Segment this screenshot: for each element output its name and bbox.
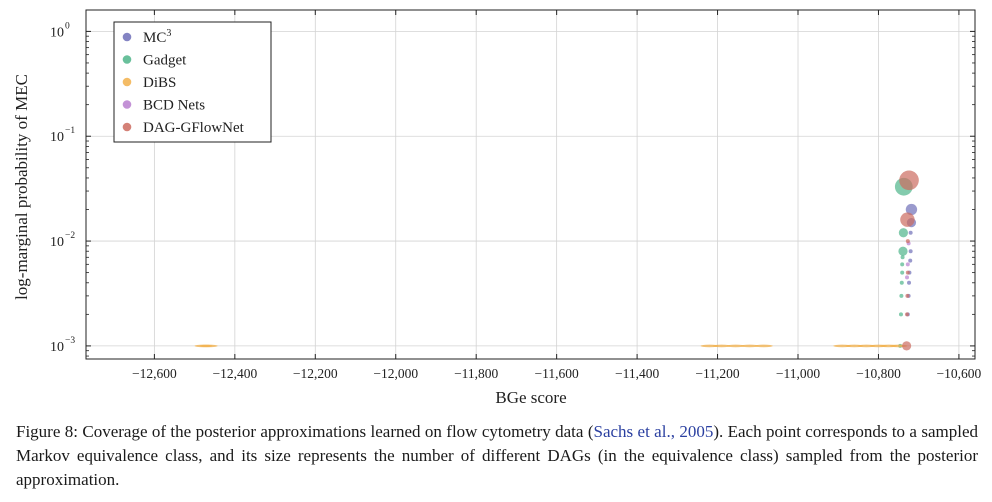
x-tick-label: −11,600 [535,366,579,381]
plot-frame [85,9,976,360]
legend-label-dibs: DiBS [143,75,176,91]
x-tick-label: −10,600 [937,366,982,381]
data-point-mc [907,280,912,285]
x-axis-label: BGe score [495,388,566,407]
data-point-dag-gflownet [905,270,910,275]
legend-marker-bcd-nets [122,100,132,109]
figure-chart: −12,600 −12,400 −12,200 −12,000 −11,800 −11,6… [12,9,982,407]
y-axis-label: log-marginal probability of MEC [12,74,31,300]
legend-label-gadget: Gadget [143,53,187,69]
x-tick-label: −11,400 [615,366,659,381]
caption-text-before: Figure 8: Coverage of the posterior appr… [16,422,594,441]
x-tick-label: −10,800 [856,366,901,381]
data-point-gadget [900,255,905,260]
data-point-dag-gflownet [902,341,912,351]
data-point-gadget [899,280,904,285]
data-point-gadget [899,293,904,298]
y-tick-exponent: −3 [65,336,75,346]
y-tick-exponent: −2 [65,231,75,241]
data-point-dag-gflownet [899,170,919,191]
scatter-points [194,170,919,351]
legend-label-superscript: 3 [166,28,171,39]
data-point-mc [905,203,918,216]
data-point-dag-gflownet [905,293,910,298]
y-tick-label: 10 [50,25,64,40]
legend-label-mc: MC3 [143,28,171,46]
grid-lines [86,10,975,359]
x-tick-label: −12,200 [293,366,338,381]
data-point-dibs [199,344,218,348]
data-point-bcd-nets [905,262,910,267]
y-tick-exponent: 0 [65,21,70,31]
data-point-gadget [900,262,905,267]
data-point-gadget [898,312,903,317]
data-point-dag-gflownet [905,312,910,317]
data-point-dibs [754,344,773,348]
legend-marker-gadget [122,55,132,64]
legend-label-dag-gflownet: DAG-GFlowNet [143,120,245,136]
caption-text-after: ). Each point corresponds to a sampled M… [16,422,978,489]
data-point-mc [908,230,913,235]
legend-marker-dag-gflownet [122,122,132,132]
data-point-dibs [726,344,745,348]
legend-label-bcd-nets: BCD Nets [143,98,205,114]
x-tick-label: −12,600 [132,366,177,381]
data-point-mc [908,258,913,263]
legend: MC3 Gadget DiBS BCD Nets DAG-GFlowNet [113,21,272,143]
x-tick-label: −11,000 [776,366,820,381]
y-tick-label: 10 [50,130,64,145]
data-point-dibs [712,344,731,348]
data-point-dibs [740,344,759,348]
legend-marker-mc [122,32,132,42]
x-tick-label: −12,400 [212,366,257,381]
data-point-dag-gflownet [900,212,915,227]
data-point-gadget [900,270,905,275]
axis-ticks: −12,600 −12,400 −12,200 −12,000 −11,800 −11,6… [50,10,982,381]
citation-link[interactable]: Sachs et al., 2005 [593,422,714,441]
data-point-gadget [898,228,908,238]
data-point-bcd-nets [905,275,910,280]
figure-caption: Figure 8: Coverage of the posterior appr… [16,420,978,492]
legend-box [113,21,272,143]
data-point-gadget [898,246,908,256]
data-point-dag-gflownet [905,239,910,244]
x-tick-label: −11,200 [695,366,739,381]
y-tick-label: 10 [50,340,64,355]
legend-marker-dibs [122,77,132,87]
data-point-mc [908,249,913,254]
x-tick-label: −12,000 [373,366,418,381]
y-tick-label: 10 [50,235,64,250]
y-tick-exponent: −1 [65,126,75,136]
x-tick-label: −11,800 [454,366,498,381]
